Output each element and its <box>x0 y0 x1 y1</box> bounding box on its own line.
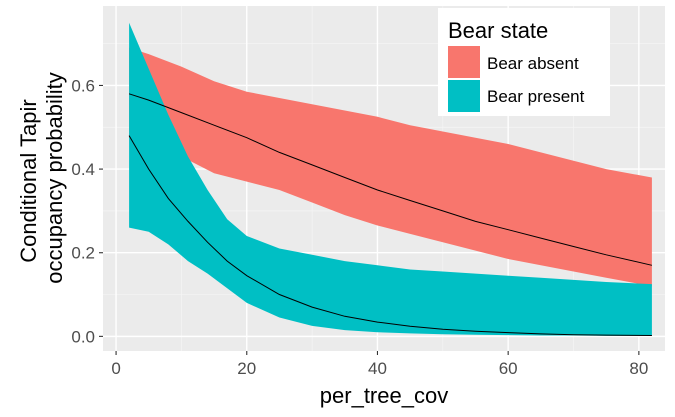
y-axis-title-line-1: Conditional Tapir <box>16 99 41 262</box>
ribbons <box>129 22 652 336</box>
mean-lines <box>128 93 653 336</box>
y-tick-labels: 0.0 0.2 0.4 0.6 <box>71 76 95 346</box>
x-axis-title: per_tree_cov <box>320 383 448 408</box>
x-tick-labels: 0 20 40 60 80 <box>111 359 648 378</box>
y-tick-label: 0.4 <box>71 160 95 179</box>
y-axis-title: Conditional Tapir occupancy probability <box>16 72 67 284</box>
x-tick-label: 40 <box>368 359 387 378</box>
legend-key-bear-present <box>448 80 480 112</box>
ribbon-bear-present <box>129 22 652 336</box>
mean-line-bear-absent <box>128 93 653 266</box>
legend-label-bear-present: Bear present <box>487 87 585 106</box>
mean-line-bear-present <box>128 135 652 336</box>
ribbon-bear-absent <box>129 47 652 287</box>
y-tick-label: 0.0 <box>71 327 95 346</box>
y-tick-label: 0.2 <box>71 244 95 263</box>
x-tick-label: 20 <box>237 359 256 378</box>
legend-label-bear-absent: Bear absent <box>487 54 579 73</box>
y-tick-label: 0.6 <box>71 76 95 95</box>
x-tick-label: 80 <box>629 359 648 378</box>
x-tick-label: 60 <box>499 359 518 378</box>
legend-title: Bear state <box>448 18 548 43</box>
legend: Bear state Bear absent Bear present <box>438 8 610 116</box>
y-axis-title-line-2: occupancy probability <box>42 72 67 284</box>
x-tick-label: 0 <box>111 359 120 378</box>
legend-key-bear-absent <box>448 46 480 78</box>
axis-ticks <box>99 84 640 355</box>
